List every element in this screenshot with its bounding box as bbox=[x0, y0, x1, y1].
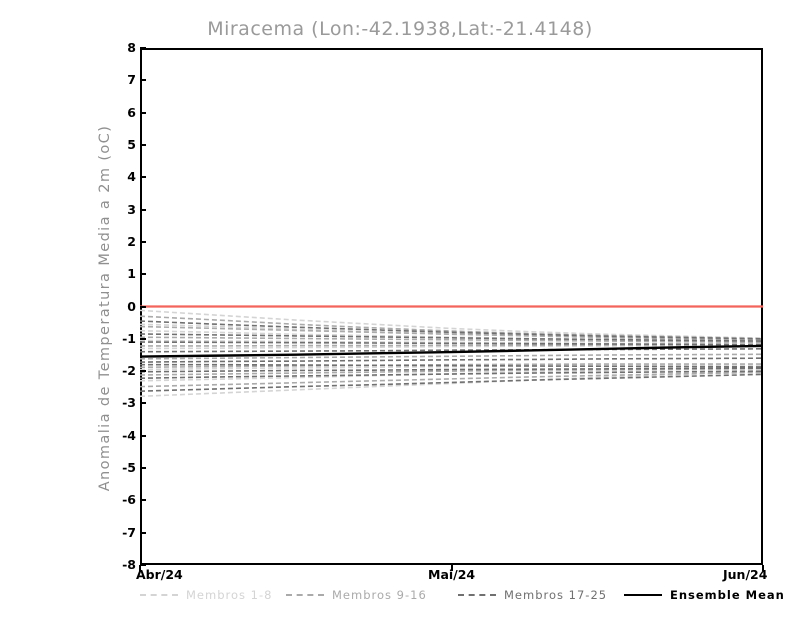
y-tick-mark bbox=[140, 305, 146, 308]
legend-item[interactable]: Membros 9-16 bbox=[286, 586, 427, 604]
y-tick-mark bbox=[140, 111, 146, 114]
y-tick-mark bbox=[140, 143, 146, 146]
y-tick-mark bbox=[140, 564, 146, 566]
y-tick-mark bbox=[140, 370, 146, 373]
legend-swatch bbox=[286, 594, 324, 596]
legend-item[interactable]: Membros 17-25 bbox=[458, 586, 607, 604]
series-line bbox=[140, 309, 763, 339]
legend-item[interactable]: Membros 1-8 bbox=[140, 586, 272, 604]
series-line bbox=[140, 370, 763, 398]
y-tick-label: -8 bbox=[122, 557, 136, 572]
y-tick-label: -7 bbox=[122, 524, 136, 540]
y-axis-ticks: 8 7 6 5 4 3 2 1 0 -1 -2 -3 -4 -5 -6 -7 -8 bbox=[100, 0, 136, 618]
y-tick-mark bbox=[140, 467, 146, 470]
y-tick-label: -4 bbox=[122, 427, 136, 443]
y-tick-mark bbox=[140, 47, 146, 49]
y-tick-mark bbox=[140, 208, 146, 211]
legend-swatch bbox=[140, 594, 178, 596]
y-tick-label: 7 bbox=[127, 72, 136, 88]
y-tick-mark bbox=[140, 499, 146, 502]
x-tick-mark bbox=[450, 565, 453, 571]
y-tick-label: 6 bbox=[127, 104, 136, 120]
y-tick-label: 0 bbox=[127, 298, 136, 314]
y-tick-label: -3 bbox=[122, 395, 136, 411]
legend-label: Membros 9-16 bbox=[332, 588, 427, 602]
series-line bbox=[140, 371, 763, 388]
y-tick-label: 2 bbox=[127, 233, 136, 249]
x-tick-mark bbox=[762, 565, 764, 571]
y-tick-label: 5 bbox=[127, 136, 136, 152]
series-line bbox=[140, 363, 763, 368]
y-tick-mark bbox=[140, 402, 146, 405]
y-tick-label: 8 bbox=[127, 40, 136, 55]
chart-title: Miracema (Lon:-42.1938,Lat:-21.4148) bbox=[207, 18, 593, 40]
x-tick-label: Jun/24 bbox=[723, 567, 768, 582]
x-tick-label: Abr/24 bbox=[136, 567, 183, 582]
legend-swatch bbox=[624, 593, 662, 597]
plot-canvas bbox=[140, 305, 763, 398]
y-tick-label: 1 bbox=[127, 266, 136, 282]
legend-item[interactable]: Ensemble Mean bbox=[624, 586, 785, 604]
x-tick-mark bbox=[139, 565, 141, 571]
y-tick-label: 4 bbox=[127, 169, 136, 185]
y-tick-label: 3 bbox=[127, 201, 136, 217]
y-tick-mark bbox=[140, 79, 146, 82]
legend-swatch bbox=[458, 594, 496, 596]
y-tick-mark bbox=[140, 434, 146, 437]
legend-label: Membros 1-8 bbox=[186, 588, 273, 602]
chart-legend: Membros 1-8 Membros 9-16 Membros 17-25 Ense… bbox=[140, 586, 784, 606]
y-tick-mark bbox=[140, 531, 146, 534]
series-line bbox=[140, 373, 763, 392]
series-line bbox=[140, 344, 763, 358]
series-line bbox=[140, 357, 763, 363]
legend-label: Ensemble Mean bbox=[670, 588, 785, 602]
x-tick-label: Mai/24 bbox=[428, 567, 476, 582]
y-tick-label: -1 bbox=[122, 330, 136, 346]
y-tick-mark bbox=[140, 273, 146, 276]
y-tick-mark bbox=[140, 240, 146, 243]
legend-label: Membros 17-25 bbox=[504, 588, 608, 602]
y-tick-mark bbox=[140, 176, 146, 179]
y-tick-label: -6 bbox=[122, 492, 136, 508]
y-tick-label: -2 bbox=[122, 363, 136, 379]
y-tick-mark bbox=[140, 337, 146, 340]
y-tick-label: -5 bbox=[122, 460, 136, 476]
